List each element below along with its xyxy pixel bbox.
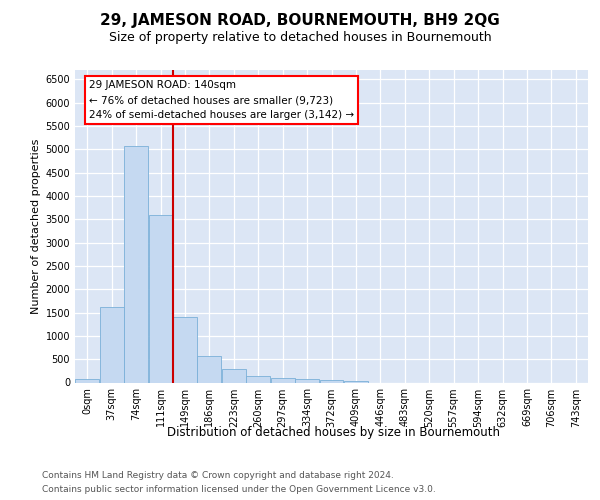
Text: 29, JAMESON ROAD, BOURNEMOUTH, BH9 2QG: 29, JAMESON ROAD, BOURNEMOUTH, BH9 2QG (100, 13, 500, 28)
Bar (75, 379, 99, 382)
Bar (246, 376, 270, 382)
Bar (173, 317, 197, 382)
Text: Size of property relative to detached houses in Bournemouth: Size of property relative to detached ho… (109, 31, 491, 44)
Bar (271, 378, 295, 382)
Text: Distribution of detached houses by size in Bournemouth: Distribution of detached houses by size … (167, 426, 500, 439)
Bar (149, 214, 172, 382)
Bar (320, 380, 343, 382)
Text: Contains HM Land Registry data © Crown copyright and database right 2024.: Contains HM Land Registry data © Crown c… (42, 471, 394, 480)
Text: Contains public sector information licensed under the Open Government Licence v3: Contains public sector information licen… (42, 485, 436, 494)
Bar (197, 356, 221, 382)
Text: 29 JAMESON ROAD: 140sqm
← 76% of detached houses are smaller (9,723)
24% of semi: 29 JAMESON ROAD: 140sqm ← 76% of detache… (89, 80, 354, 120)
Bar (295, 379, 319, 382)
Bar (100, 306, 124, 382)
Bar (124, 146, 148, 382)
Bar (344, 381, 368, 382)
Bar (222, 369, 246, 382)
Y-axis label: Number of detached properties: Number of detached properties (31, 138, 41, 314)
